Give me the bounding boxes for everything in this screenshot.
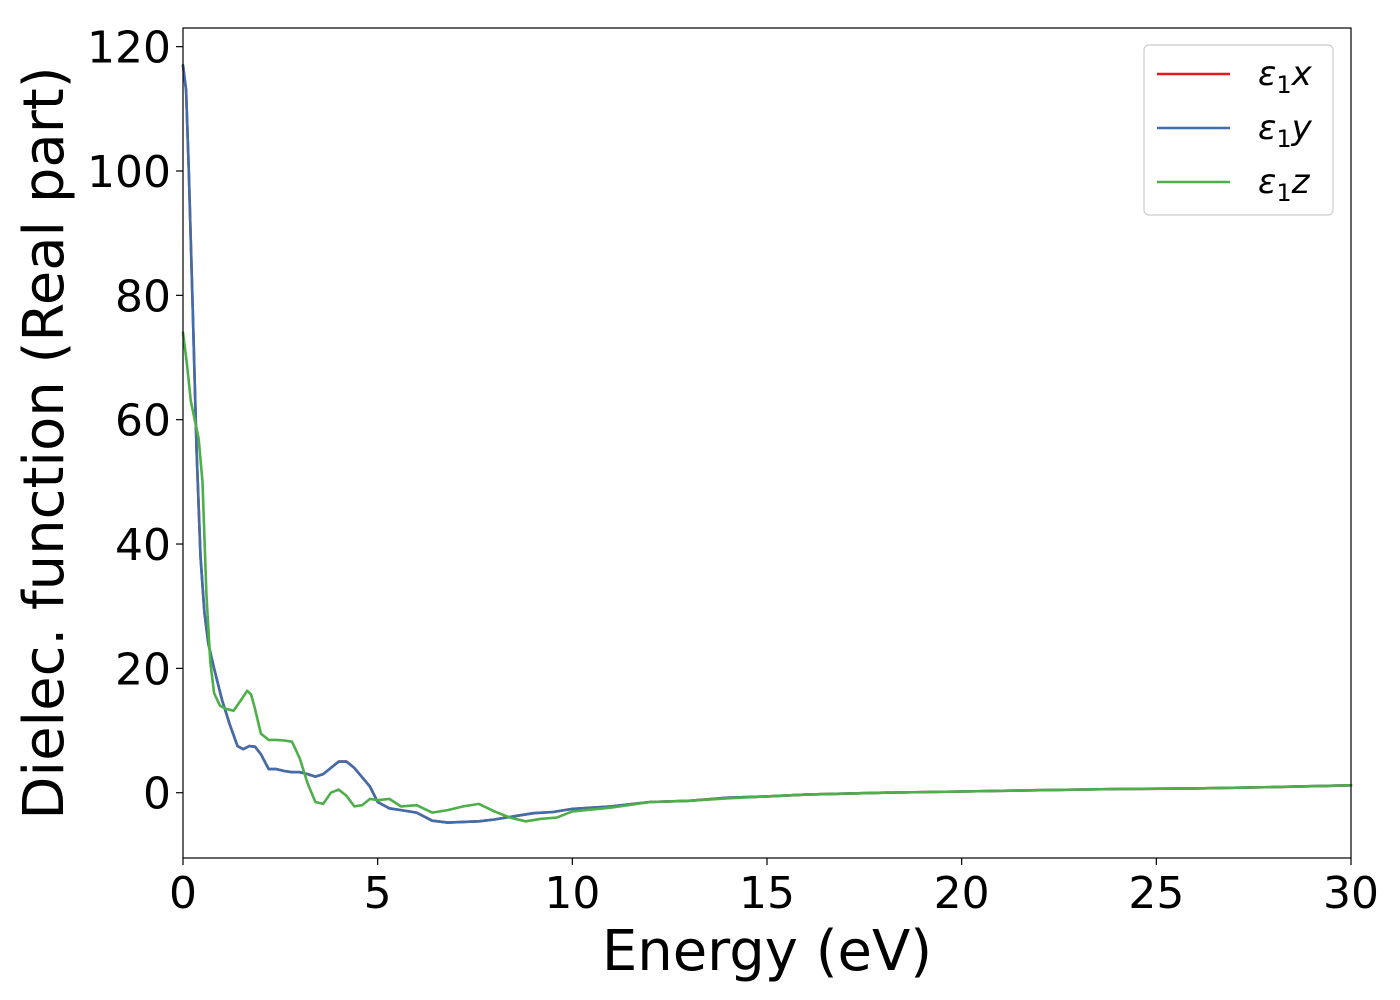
y-tick-label: 0 [143,769,171,820]
y-tick-label: 80 [115,271,171,322]
legend-label-x: ε1x [1258,54,1313,99]
x-tick-label: 5 [364,868,392,919]
legend-label-z: ε1z [1258,162,1311,207]
x-tick-label: 0 [169,868,197,919]
y-axis: 0 20 40 60 80 100 120 [87,23,183,820]
x-tick-label: 15 [739,868,795,919]
series-line-z [181,331,1353,823]
y-tick-label: 60 [115,396,171,447]
x-tick-label: 25 [1128,868,1184,919]
x-axis: 0 5 10 15 20 25 30 [169,858,1379,919]
y-tick-label: 120 [87,23,171,74]
legend: ε1x ε1y ε1z [1143,44,1334,216]
y-tick-label: 40 [115,520,171,571]
y-tick-label: 100 [87,147,171,198]
y-axis-label: Dielec. function (Real part) [12,66,77,819]
series-layer [181,64,1353,824]
legend-label-y: ε1y [1258,108,1313,153]
x-axis-label: Energy (eV) [602,919,932,984]
x-tick-label: 30 [1323,868,1379,919]
x-tick-label: 20 [934,868,990,919]
y-tick-label: 20 [115,644,171,695]
x-tick-label: 10 [544,868,600,919]
legend-frame [1143,44,1334,216]
